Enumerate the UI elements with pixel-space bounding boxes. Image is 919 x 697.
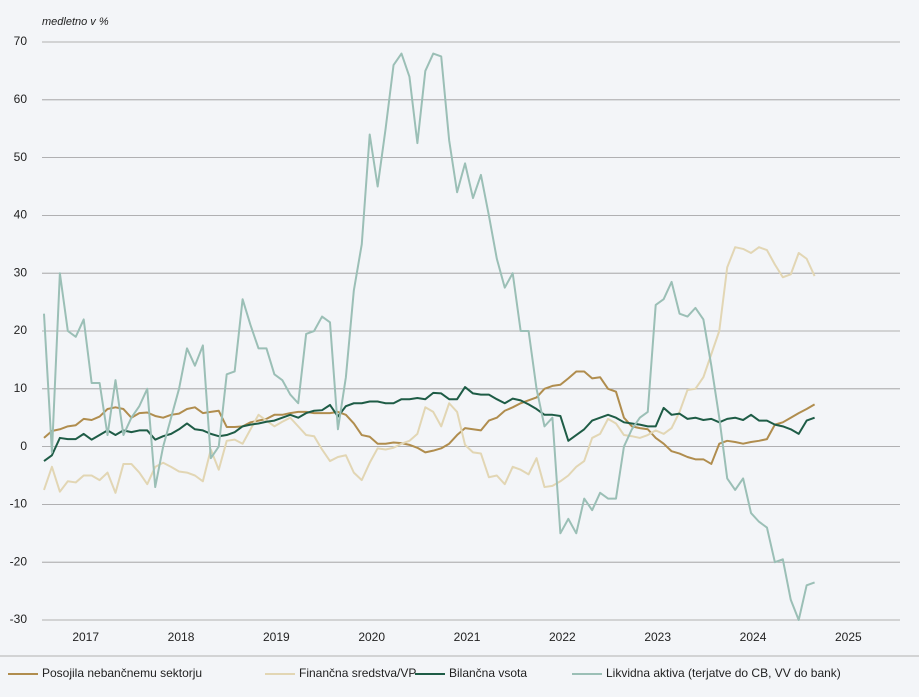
- x-tick-label: 2023: [644, 630, 671, 644]
- legend-label: Bilančna vsota: [449, 666, 527, 680]
- x-tick-label: 2020: [358, 630, 385, 644]
- y-tick-label: 20: [14, 323, 28, 337]
- y-tick-label: 10: [14, 381, 28, 395]
- y-tick-label: -30: [10, 612, 28, 626]
- x-tick-label: 2025: [835, 630, 862, 644]
- legend-label: Finančna sredstva/VP: [299, 666, 416, 680]
- y-tick-label: 40: [14, 208, 28, 222]
- legend-label: Posojila nebančnemu sektorju: [42, 666, 202, 680]
- x-tick-label: 2019: [263, 630, 290, 644]
- y-tick-label: 50: [14, 150, 28, 164]
- legend-label: Likvidna aktiva (terjatve do CB, VV do b…: [606, 666, 841, 680]
- y-tick-label: -20: [10, 554, 28, 568]
- x-tick-label: 2022: [549, 630, 576, 644]
- y-tick-label: 0: [20, 439, 27, 453]
- y-tick-label: 70: [14, 34, 28, 48]
- x-tick-label: 2018: [168, 630, 195, 644]
- x-tick-label: 2024: [740, 630, 767, 644]
- x-tick-label: 2021: [454, 630, 481, 644]
- series-line: [43, 246, 816, 494]
- y-tick-label: 30: [14, 265, 28, 279]
- y-axis-label: medletno v %: [42, 16, 109, 28]
- x-tick-label: 2017: [72, 630, 99, 644]
- y-tick-label: 60: [14, 92, 28, 106]
- series-line: [42, 52, 815, 621]
- y-tick-label: -10: [10, 497, 28, 511]
- series-line: [43, 386, 815, 462]
